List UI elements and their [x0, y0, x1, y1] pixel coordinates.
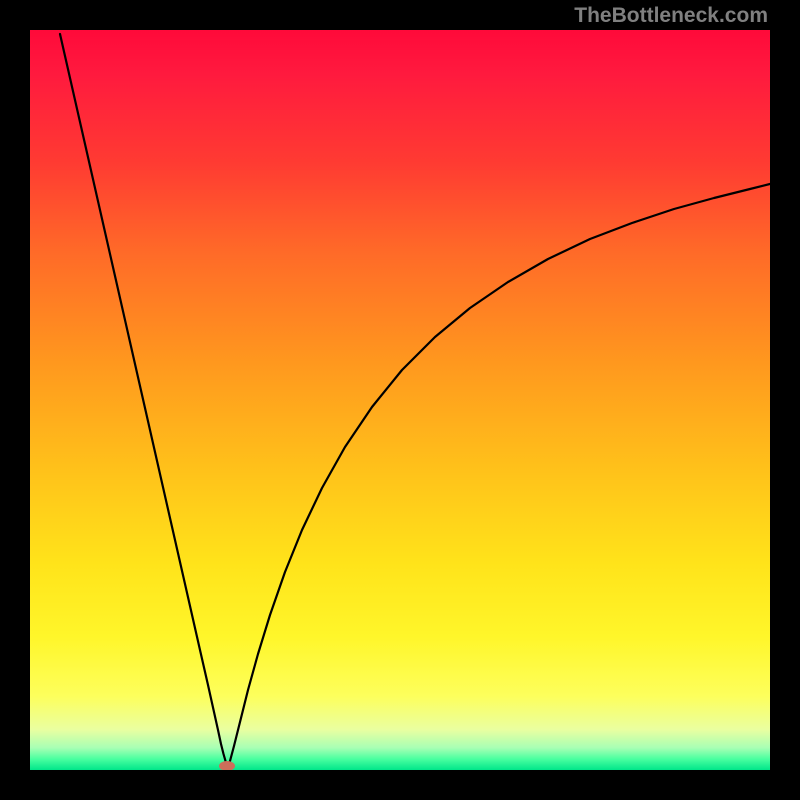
optimum-marker: [219, 761, 235, 770]
frame-right: [770, 0, 800, 800]
plot-area: [30, 30, 770, 770]
curve-path: [60, 34, 770, 767]
frame-left: [0, 0, 30, 800]
bottleneck-curve: [30, 30, 770, 770]
frame-bottom: [0, 770, 800, 800]
chart-container: TheBottleneck.com: [0, 0, 800, 800]
watermark-text: TheBottleneck.com: [574, 4, 768, 28]
